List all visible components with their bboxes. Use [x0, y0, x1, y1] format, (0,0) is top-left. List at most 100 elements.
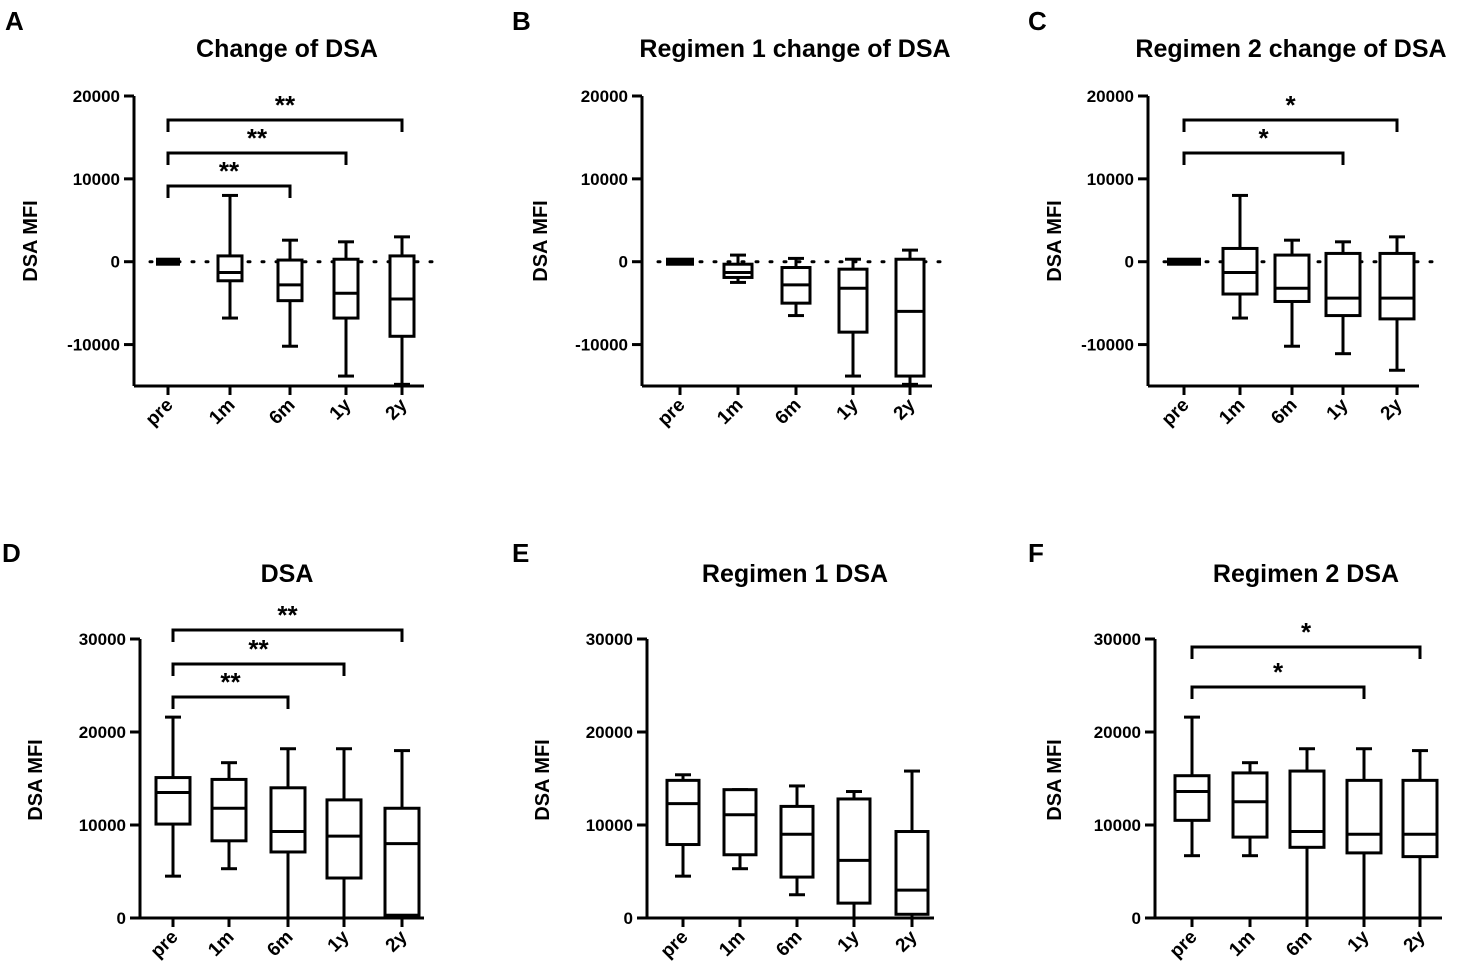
- panel-E: E Regimen 1 DSA DSA MFI 30000 20000 10000 0…: [512, 538, 934, 962]
- bracket-line: [166, 151, 348, 165]
- bracket-line: [1190, 645, 1422, 659]
- y-axis-label: DSA MFI: [25, 739, 47, 820]
- significance-label: *: [1301, 617, 1312, 647]
- box-iqr: [210, 777, 248, 843]
- x-tick-label: 6m: [771, 395, 805, 429]
- x-tick-label: 2y: [382, 926, 412, 956]
- box-pre: [1173, 715, 1211, 858]
- box-6m: [779, 784, 815, 897]
- bracket-line: [171, 695, 290, 709]
- box-iqr: [1324, 251, 1362, 318]
- box-1m: [722, 788, 758, 871]
- box-iqr: [154, 776, 192, 826]
- y-tick-label: 10000: [586, 816, 633, 835]
- box-iqr: [837, 267, 869, 334]
- box-6m: [1288, 747, 1326, 920]
- significance-bracket: *: [1182, 123, 1345, 165]
- y-axis-label: DSA MFI: [20, 200, 42, 281]
- box-iqr: [332, 257, 360, 320]
- y-tick-label: 0: [111, 253, 120, 272]
- chart-title: Regimen 1 change of DSA: [639, 35, 950, 63]
- panel-F: F Regimen 2 DSA DSA MFI 30000 20000 10000 0…: [1028, 538, 1442, 962]
- chart-title: Change of DSA: [196, 35, 378, 63]
- y-tick-label: -10000: [1081, 336, 1134, 355]
- x-tick-label: pre: [147, 927, 183, 963]
- box-iqr: [1173, 774, 1211, 822]
- x-tick-label: 1m: [1225, 927, 1259, 961]
- box-2y: [1378, 235, 1416, 372]
- significance-bracket: *: [1182, 90, 1399, 132]
- box-iqr: [269, 786, 307, 854]
- box-1m: [210, 761, 248, 871]
- significance-label: **: [277, 600, 298, 630]
- box-iqr: [665, 778, 701, 847]
- x-tick-label: 1y: [1323, 394, 1353, 424]
- panel-B: B Regimen 1 change of DSA DSA MFI 20000 1…: [512, 6, 951, 430]
- box-2y: [1401, 749, 1439, 920]
- x-tick-label: 1y: [1344, 926, 1374, 956]
- x-tick-label: 2y: [892, 926, 922, 956]
- box-pre: [1167, 257, 1201, 266]
- box-iqr: [388, 254, 416, 338]
- box-pre: [665, 773, 701, 878]
- y-tick-label: -10000: [67, 336, 120, 355]
- panel-label: A: [5, 6, 24, 36]
- box-iqr: [276, 258, 304, 303]
- x-tick-label: 2y: [890, 394, 920, 424]
- significance-bracket: **: [171, 600, 404, 642]
- box-iqr: [1273, 253, 1311, 303]
- x-tick-label: 1m: [205, 395, 239, 429]
- significance-label: **: [275, 90, 296, 120]
- x-tick-label: pre: [1166, 927, 1202, 963]
- x-tick-label: 2y: [1400, 926, 1430, 956]
- box-pre: [154, 715, 192, 878]
- box-1m: [216, 193, 244, 320]
- box-iqr: [894, 257, 926, 378]
- x-tick-label: 1y: [326, 394, 356, 424]
- significance-label: **: [220, 667, 241, 697]
- x-tick-label: 2y: [382, 394, 412, 424]
- box-iqr: [779, 804, 815, 879]
- y-tick-label: 30000: [1094, 630, 1141, 649]
- bracket-line: [1190, 685, 1366, 699]
- box-iqr: [722, 788, 758, 857]
- box-iqr: [722, 262, 754, 279]
- box-iqr: [1345, 778, 1383, 855]
- box-iqr: [383, 806, 421, 917]
- bracket-line: [1182, 151, 1345, 165]
- box-iqr: [894, 830, 930, 916]
- significance-label: **: [219, 156, 240, 186]
- chart-title: DSA: [261, 560, 314, 588]
- y-tick-label: 20000: [586, 723, 633, 742]
- x-tick-label: pre: [1158, 395, 1194, 431]
- y-tick-label: 0: [1132, 909, 1141, 928]
- significance-label: *: [1258, 123, 1269, 153]
- y-tick-label: 30000: [586, 630, 633, 649]
- y-axis-label: DSA MFI: [1044, 200, 1066, 281]
- box-iqr: [1378, 251, 1416, 321]
- box-iqr: [216, 254, 244, 283]
- y-tick-label: 0: [619, 253, 628, 272]
- x-tick-label: 6m: [772, 927, 806, 961]
- box-1m: [1231, 761, 1269, 858]
- x-tick-label: pre: [142, 395, 178, 431]
- chart-title: Regimen 2 change of DSA: [1135, 35, 1446, 63]
- y-tick-label: 20000: [79, 723, 126, 742]
- box-6m: [276, 238, 304, 348]
- y-tick-label: -10000: [575, 336, 628, 355]
- panel-A: A Change of DSA DSA MFI 20000 10000 0 -1000…: [5, 6, 440, 431]
- chart-title: Regimen 2 DSA: [1213, 560, 1399, 588]
- x-tick-label: pre: [654, 395, 690, 431]
- significance-label: *: [1285, 90, 1296, 120]
- panel-C: C Regimen 2 change of DSA DSA MFI 20000 1…: [1028, 6, 1447, 430]
- significance-label: *: [1273, 657, 1284, 687]
- box-2y: [894, 769, 930, 920]
- y-tick-label: 10000: [1087, 170, 1134, 189]
- panel-label: B: [512, 6, 531, 36]
- y-tick-label: 0: [1125, 253, 1134, 272]
- significance-bracket: *: [1190, 657, 1366, 699]
- box-6m: [780, 256, 812, 318]
